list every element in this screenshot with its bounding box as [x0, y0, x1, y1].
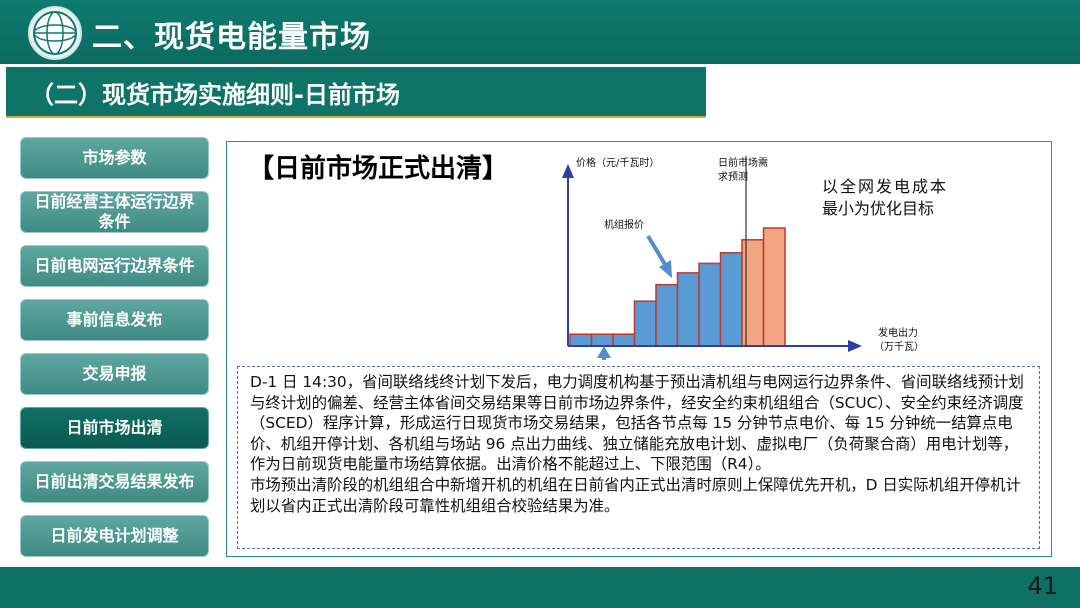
chart-bar: [655, 283, 679, 347]
chart-bar: [762, 227, 786, 347]
nav-item-1[interactable]: 市场参数: [20, 137, 209, 179]
nav-item-4[interactable]: 事前信息发布: [20, 299, 209, 341]
demand-label-line1: 日前市场需: [718, 156, 768, 169]
bottom-pointer-arrow-icon: [597, 346, 611, 358]
objective-line2: 最小为优化目标: [822, 199, 934, 218]
y-axis-arrow-icon: [562, 164, 574, 178]
description-paragraph-1: D-1 日 14:30，省间联络线终计划下发后，电力调度机构基于预出清机组与电网…: [250, 373, 1024, 474]
subsection-title: （二）现货市场实施细则-日前市场: [30, 81, 400, 109]
bid-label: 机组报价: [604, 218, 644, 231]
supply-curve-chart: 价格（元/千瓦时） 日前市场需 求预测 机组报价 发电出力 （万千瓦） 以全网发…: [562, 156, 948, 360]
objective-line1: 以全网发电成本: [822, 177, 948, 196]
demand-label-line2: 求预测: [718, 170, 748, 183]
chart-bar: [698, 262, 722, 347]
nav-item-6[interactable]: 日前市场出清: [20, 407, 209, 449]
chart-bar: [569, 333, 593, 347]
description-paragraph-2: 市场预出清阶段的机组组合中新增开机的机组在日前省内正式出清时原则上保障优先开机，…: [250, 475, 1021, 515]
chart-bar: [590, 333, 614, 347]
nav-item-7[interactable]: 日前出清交易结果发布: [20, 461, 209, 503]
chart-bar: [676, 272, 700, 347]
chart-x-label-line1: 发电出力: [878, 326, 918, 339]
nav-item-2[interactable]: 日前经营主体运行边界条件: [20, 191, 209, 233]
bid-pointer-line: [646, 234, 668, 268]
nav-item-3[interactable]: 日前电网运行边界条件: [20, 245, 209, 287]
bid-pointer-arrow-icon: [659, 260, 672, 278]
chart-bar: [741, 239, 765, 347]
x-axis-arrow-icon: [848, 340, 862, 352]
chart-y-label: 价格（元/千瓦时）: [576, 156, 659, 169]
header-bar: 二、现货电能量市场: [0, 0, 1080, 64]
chart-bar: [633, 300, 657, 347]
chart-x-label-line2: （万千瓦）: [874, 341, 924, 353]
chart-bar: [612, 333, 636, 347]
subsection-bar: （二）现货市场实施细则-日前市场: [6, 67, 706, 118]
nav-item-5[interactable]: 交易申报: [20, 353, 209, 395]
footer-bar: [0, 567, 1080, 608]
description-box: D-1 日 14:30，省间联络线终计划下发后，电力调度机构基于预出清机组与电网…: [237, 366, 1040, 549]
page-number: 41: [1027, 572, 1058, 600]
section-title: 二、现货电能量市场: [92, 20, 371, 55]
chart-bar: [719, 252, 743, 347]
chart-bars: [569, 227, 786, 347]
nav-item-8[interactable]: 日前发电计划调整: [20, 515, 209, 557]
content-heading: 【日前市场正式出清】: [248, 154, 509, 184]
sgcc-logo-icon: [28, 6, 82, 60]
content-frame: [226, 141, 1052, 557]
